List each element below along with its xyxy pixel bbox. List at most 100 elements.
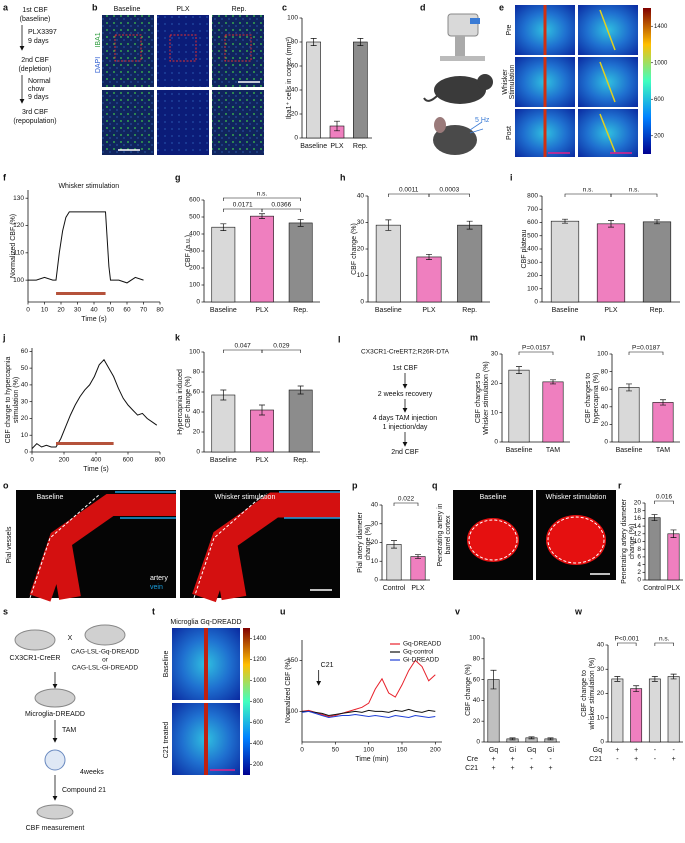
colorbar-label: 1000 <box>654 60 668 66</box>
significance-bracket <box>654 642 674 646</box>
error-bar <box>334 120 340 132</box>
error-bar <box>654 219 660 225</box>
y-tick-label: 10 <box>357 272 365 279</box>
column-label: PLX <box>176 6 190 13</box>
y-tick-label: 0 <box>604 439 608 446</box>
panel-s: s CX3CR1-CreER X CAG-LSL-Gq-DREADD or CA… <box>3 606 139 831</box>
x-tick-label: 60 <box>123 307 131 314</box>
error-bar <box>562 218 568 224</box>
bar <box>375 224 401 303</box>
side-label: barrel cortex <box>445 515 452 554</box>
y-tick-label: 40 <box>473 697 481 704</box>
y-tick-label: 14 <box>634 523 642 530</box>
significance-bracket <box>393 502 419 506</box>
bar <box>250 409 274 453</box>
x-tick-label: 10 <box>41 307 49 314</box>
y-axis-label: CBF change (%) <box>465 664 472 716</box>
y-axis-label: Penetrating artery diameter <box>621 498 628 583</box>
x-tick-label: Gq <box>489 747 498 754</box>
y-tick-label: 60 <box>21 348 29 355</box>
legend-label: Gq-control <box>403 649 434 656</box>
y-axis-label: hypercapnia (%) <box>593 373 600 424</box>
error-bar <box>550 379 556 385</box>
colorbar-label: 800 <box>253 699 264 705</box>
artery-outline <box>193 493 265 599</box>
mouse-head <box>434 117 446 133</box>
row-label: C21 treated <box>163 722 170 759</box>
bar <box>416 256 442 303</box>
significance-label: 0.0366 <box>271 202 291 209</box>
x-tick-label: 800 <box>155 457 166 464</box>
error-bar <box>490 669 497 690</box>
row-value: - <box>549 756 552 763</box>
y-tick-label: 10 <box>634 538 642 545</box>
row-value: + <box>510 756 514 763</box>
y-tick-label: 20 <box>371 539 379 546</box>
artery <box>546 515 606 565</box>
error-bar <box>516 366 522 375</box>
y-tick-label: 0 <box>294 135 298 142</box>
y-tick-label: 80 <box>291 39 299 46</box>
artery-outline <box>468 519 518 561</box>
significance-bracket <box>388 193 430 197</box>
bar <box>211 394 236 453</box>
significance-bracket <box>654 500 674 504</box>
mouse <box>84 624 126 646</box>
error-bar <box>310 38 317 46</box>
bar <box>542 381 564 443</box>
x-tick-label: Gq <box>527 747 536 754</box>
y-tick-label: 40 <box>371 502 379 509</box>
step-note: PLX3397 <box>28 29 57 36</box>
bar <box>410 556 426 581</box>
legend-label: Gi-DREADD <box>403 657 439 664</box>
x-axis-label: Time (s) <box>81 316 106 323</box>
row-value: + <box>491 765 495 772</box>
y-tick-label: 18 <box>634 507 642 514</box>
error-bar <box>297 385 304 395</box>
y-tick-label: 4 <box>637 561 641 568</box>
row-label: Whisker <box>502 69 509 95</box>
step-note: 9 days <box>28 94 49 101</box>
panel-e: e Pre Whisker Stimulation Post 1400 1000 6… <box>499 2 668 157</box>
x-tick-label: Rep. <box>650 307 665 314</box>
y-axis-label: Hypercapnia induced <box>177 369 184 435</box>
x-tick-label: Baseline <box>506 447 533 454</box>
error-bar <box>633 685 640 692</box>
y-tick-label: 20 <box>193 429 201 436</box>
colorbar-ticks: 1400 1200 1000 800 600 400 200 <box>250 636 267 768</box>
bar <box>211 226 236 303</box>
vessel <box>192 492 340 603</box>
y-tick-label: 150 <box>287 657 298 664</box>
step: CBF measurement <box>26 825 85 832</box>
error-bar <box>259 404 265 416</box>
y-tick-label: 100 <box>189 349 200 356</box>
mouse <box>423 94 439 102</box>
y-axis-label: Normalized CBF (%) <box>285 659 292 723</box>
panel-b: b Baseline PLX Rep. IBA1 DAPI <box>92 2 264 155</box>
panel-label: b <box>92 2 98 12</box>
y-axis-label: CBF change (%) <box>185 376 192 428</box>
mouse <box>36 804 74 820</box>
y-axis-label: CBF (a.u.) <box>185 235 192 267</box>
y-tick-label: 20 <box>634 500 642 507</box>
column-label: Rep. <box>232 6 247 13</box>
y-tick-label: 30 <box>491 351 499 358</box>
x-tick-label: 200 <box>430 747 441 754</box>
colorbar-label: 200 <box>253 762 264 768</box>
y-tick-label: 40 <box>291 87 299 94</box>
y-tick-label: 100 <box>287 708 298 715</box>
y-tick-label: 20 <box>597 690 605 697</box>
vessel <box>29 494 176 602</box>
x-tick-label: 100 <box>363 747 374 754</box>
x-tick-label: Rep. <box>462 307 477 314</box>
vein-edge <box>115 491 176 519</box>
error-bar <box>660 399 666 406</box>
y-tick-label: 200 <box>527 272 538 279</box>
panel-label: l <box>338 334 341 344</box>
y-tick-label: 60 <box>601 386 609 393</box>
error-bar <box>391 540 397 549</box>
error-bar <box>608 220 614 228</box>
error-bar <box>385 219 392 231</box>
significance-label: 0.029 <box>273 343 290 350</box>
